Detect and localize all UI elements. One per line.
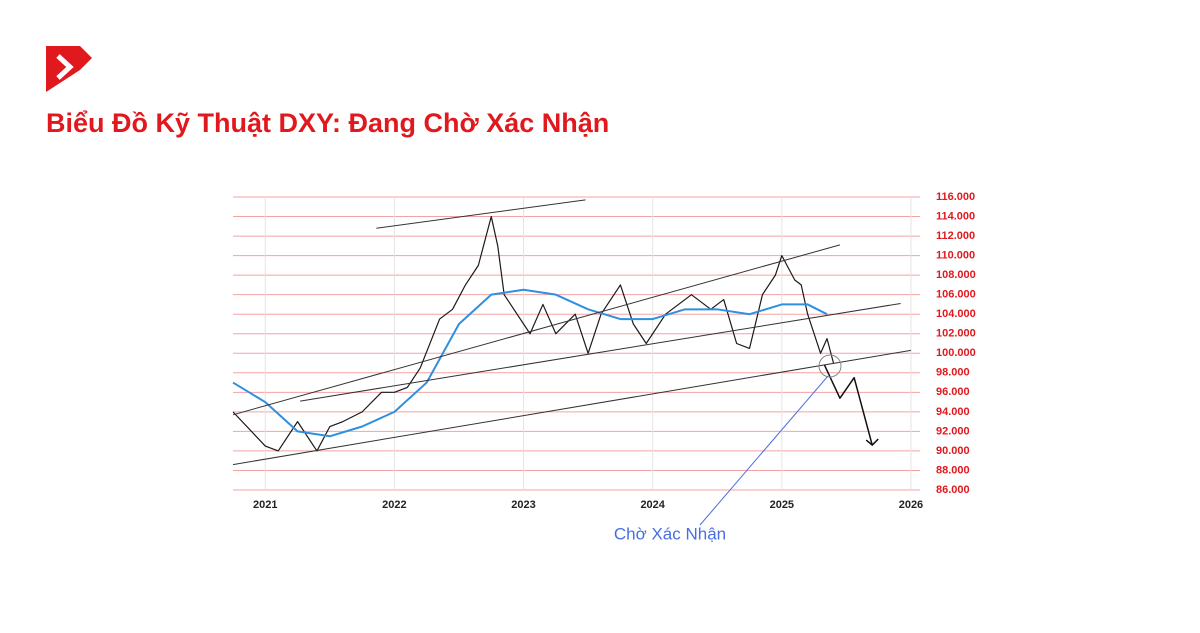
series-line xyxy=(376,199,586,229)
series-line xyxy=(232,215,835,452)
y-tick-label: 104.000 xyxy=(936,308,976,320)
y-tick-label: 98.000 xyxy=(936,367,970,379)
y-tick-label: 114.000 xyxy=(936,210,975,222)
series-line xyxy=(232,349,912,466)
x-tick-label: 2026 xyxy=(899,499,923,511)
y-tick-label: 86.000 xyxy=(936,484,970,496)
x-tick-label: 2022 xyxy=(382,499,406,511)
annotation-pointer xyxy=(699,375,829,526)
x-tick-label: 2024 xyxy=(640,499,665,511)
annotation: Chờ Xác Nhận xyxy=(614,524,726,543)
y-tick-label: 116.000 xyxy=(936,191,975,203)
y-tick-label: 106.000 xyxy=(936,289,976,301)
x-tick-label: 2025 xyxy=(770,499,794,511)
y-tick-label: 88.000 xyxy=(936,464,970,476)
highlight-circle xyxy=(818,354,842,378)
plot: 86.000 88.000 90.000 92.000 94.000 96.000 98.0… xyxy=(232,191,976,511)
chart-title: Biểu Đồ Kỹ Thuật DXY: Đang Chờ Xác Nhận xyxy=(46,108,609,138)
y-tick-label: 102.000 xyxy=(936,328,976,340)
y-tick-label: 92.000 xyxy=(936,425,970,437)
y-tick-label: 108.000 xyxy=(936,269,976,281)
series-line xyxy=(232,288,828,438)
y-tick-label: 90.000 xyxy=(936,445,970,457)
x-tick-label: 2023 xyxy=(511,499,535,511)
series-line xyxy=(300,302,901,402)
y-tick-label: 110.000 xyxy=(936,250,975,262)
x-tick-label: 2021 xyxy=(253,499,277,511)
series-line xyxy=(232,244,841,416)
arrow-head xyxy=(865,438,879,447)
y-tick-label: 112.000 xyxy=(936,230,975,242)
y-tick-label: 96.000 xyxy=(936,386,970,398)
series-line xyxy=(823,364,873,446)
logo-mark xyxy=(56,54,74,80)
y-tick-label: 94.000 xyxy=(936,406,970,418)
y-tick-label: 100.000 xyxy=(936,347,976,359)
